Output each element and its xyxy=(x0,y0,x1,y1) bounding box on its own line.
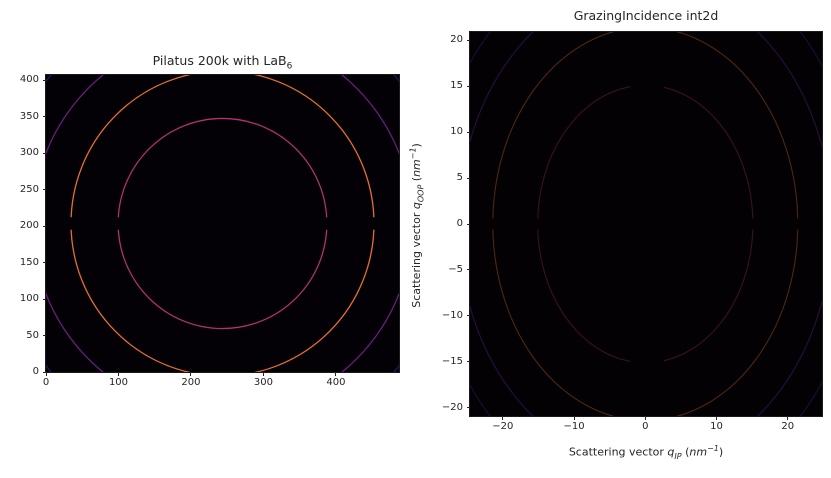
right-plot-area: −20 −10 0 10 20 −20 −15 −10 −5 0 5 10 15 20 xyxy=(442,31,823,432)
x-tick-label: 200 xyxy=(181,377,201,388)
x-tick-mark xyxy=(787,416,789,420)
y-tick-label: 5 xyxy=(456,172,463,184)
x-tick-mark xyxy=(45,372,47,376)
detector-gap-mask xyxy=(630,356,664,371)
y-tick-label: −5 xyxy=(448,263,463,275)
y-tick-label: 250 xyxy=(19,183,39,195)
y-tick-mark xyxy=(466,315,470,317)
y-tick-mark xyxy=(466,361,470,363)
left-plot-area: 0 100 200 300 400 0 50 100 150 200 250 300 350 400 xyxy=(20,74,400,388)
detector-gap-mask xyxy=(470,218,822,230)
detector-gap-mask xyxy=(46,217,399,230)
x-tick-label: 300 xyxy=(253,377,273,388)
y-tick-mark xyxy=(42,152,46,154)
x-tick-mark xyxy=(335,372,337,376)
y-tick-mark xyxy=(42,189,46,191)
x-tick-label: 20 xyxy=(781,421,795,432)
y-tick-mark xyxy=(42,335,46,336)
detector-gap-mask xyxy=(630,77,664,92)
y-tick-mark xyxy=(42,298,46,300)
y-tick-mark xyxy=(42,79,46,81)
right-title-text: GrazingIncidence int2d xyxy=(573,8,719,23)
y-tick-label: 20 xyxy=(450,34,463,46)
y-tick-mark xyxy=(466,223,470,225)
y-tick-label: 10 xyxy=(450,126,463,138)
y-tick-mark xyxy=(466,269,470,271)
y-tick-label: −15 xyxy=(441,355,463,367)
y-tick-label: −10 xyxy=(441,309,463,321)
y-tick-mark xyxy=(42,262,46,264)
x-tick-mark xyxy=(262,372,264,376)
x-tick-label: −20 xyxy=(492,421,514,432)
y-tick-label: 350 xyxy=(19,110,39,122)
x-tick-mark xyxy=(502,416,504,420)
x-tick-label: 400 xyxy=(326,377,346,388)
left-detector-image xyxy=(46,75,399,372)
x-tick-mark xyxy=(716,416,718,420)
y-tick-label: 200 xyxy=(19,220,39,232)
x-tick-label: 10 xyxy=(710,421,723,432)
right-plot-title: GrazingIncidence int2d xyxy=(470,8,822,23)
y-tick-mark xyxy=(466,85,470,87)
x-tick-label: 0 xyxy=(42,377,50,388)
y-tick-mark xyxy=(42,371,46,373)
y-tick-label: 150 xyxy=(19,256,39,268)
x-tick-mark xyxy=(573,416,575,420)
x-tick-mark xyxy=(644,416,646,420)
left-plot-title: Pilatus 200k with LaB6 xyxy=(46,53,399,72)
right-detector-image xyxy=(470,32,822,416)
right-xaxis-label: Scattering vector qIP (nm−1) xyxy=(568,444,724,461)
x-tick-label: −10 xyxy=(563,421,585,432)
y-tick-label: 50 xyxy=(26,329,39,341)
left-title-text: Pilatus 200k with LaB xyxy=(152,53,287,68)
right-yaxis-label: Scattering vector qOOP (nm−1) xyxy=(408,143,426,308)
y-tick-label: 300 xyxy=(19,147,39,159)
y-tick-label: 0 xyxy=(456,218,463,229)
x-tick-label: 100 xyxy=(108,377,129,388)
y-tick-mark xyxy=(466,131,470,133)
y-tick-label: −20 xyxy=(441,401,463,413)
y-tick-mark xyxy=(42,225,46,227)
y-tick-mark xyxy=(42,116,46,118)
y-tick-mark xyxy=(466,407,470,409)
y-tick-label: 15 xyxy=(450,80,463,92)
x-tick-mark xyxy=(190,372,192,376)
x-tick-label: 0 xyxy=(642,421,649,432)
y-tick-label: 0 xyxy=(32,366,39,377)
y-tick-mark xyxy=(466,177,470,179)
x-tick-mark xyxy=(117,372,119,376)
y-tick-mark xyxy=(466,39,470,41)
left-title-subscript: 6 xyxy=(286,61,293,72)
y-tick-label: 400 xyxy=(19,74,39,86)
y-tick-label: 100 xyxy=(19,293,39,305)
